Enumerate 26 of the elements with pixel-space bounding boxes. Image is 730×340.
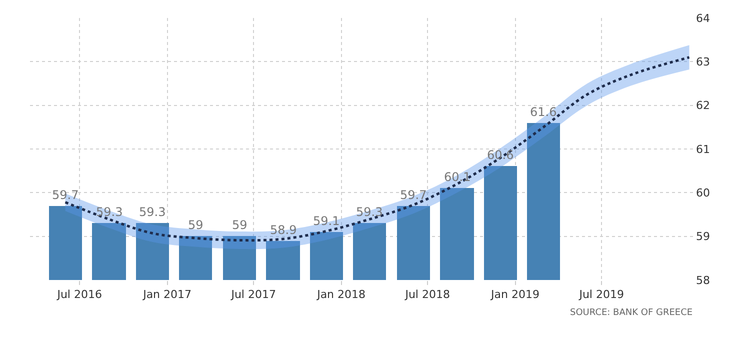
data-label: 59.7 xyxy=(52,188,79,202)
data-label: 59.7 xyxy=(400,188,427,202)
x-tick-label: Jul 2016 xyxy=(56,288,102,302)
y-tick-label: 62 xyxy=(696,99,710,112)
data-label: 60.1 xyxy=(444,170,471,184)
x-tick-label: Jan 2017 xyxy=(142,288,192,302)
data-label: 59 xyxy=(188,218,204,232)
data-label: 59.3 xyxy=(96,205,123,219)
x-tick-label: Jul 2019 xyxy=(578,288,624,302)
data-label: 61.6 xyxy=(530,105,557,119)
data-label: 59.1 xyxy=(313,214,340,228)
data-label: 59.3 xyxy=(356,205,383,219)
x-tick-label: Jul 2018 xyxy=(404,288,450,302)
y-tick-label: 59 xyxy=(696,230,710,244)
x-tick-label: Jul 2017 xyxy=(230,288,276,302)
y-tick-label: 60 xyxy=(696,186,710,200)
x-tick-label: Jan 2018 xyxy=(316,288,366,302)
data-label: 58.9 xyxy=(270,223,297,237)
source-note: SOURCE: BANK OF GREECE xyxy=(570,308,693,318)
data-label: 59.3 xyxy=(139,205,166,219)
y-tick-label: 58 xyxy=(696,274,710,287)
y-tick-label: 63 xyxy=(696,56,710,69)
data-label: 59 xyxy=(232,218,248,232)
y-tick-label: 61 xyxy=(696,142,710,156)
x-tick-label: Jan 2019 xyxy=(490,288,540,302)
y-tick-label: 64 xyxy=(696,12,710,25)
